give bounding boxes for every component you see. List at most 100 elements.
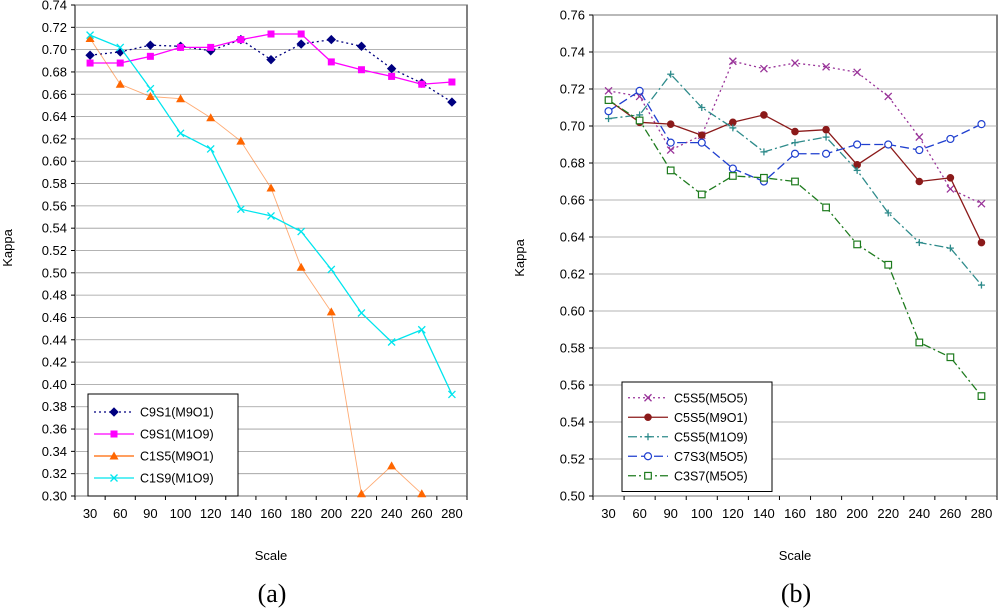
x-tick-label: 100 (691, 506, 713, 521)
data-point (666, 138, 675, 147)
x-tick-label: 160 (784, 506, 806, 521)
y-tick-label: 0.64 (42, 109, 67, 124)
x-tick-label: 30 (83, 506, 97, 521)
data-point (206, 113, 216, 122)
data-point (418, 80, 426, 88)
data-point (297, 227, 306, 236)
panel-caption: (b) (781, 579, 811, 608)
data-point (86, 59, 94, 67)
data-point (635, 116, 644, 125)
y-tick-label: 0.46 (42, 310, 67, 325)
y-tick-label: 0.30 (42, 489, 67, 504)
chart-panel-b: 0.50 0.52 0.54 0.56 0.58 0.60 0.62 0.64 0.66 0.68… (512, 8, 998, 608)
y-tick-label: 0.62 (42, 131, 67, 146)
y-tick-label: 0.66 (560, 193, 585, 208)
x-tick-label: 260 (940, 506, 962, 521)
data-point (327, 58, 335, 66)
data-point (417, 325, 426, 334)
legend: C9S1(M9O1) C9S1(M1O9) C1S5(M9O1) C1S9(M1O9) (87, 393, 239, 497)
y-tick-label: 0.64 (560, 230, 585, 245)
x-tick-label: 90 (143, 506, 157, 521)
data-point (790, 149, 800, 158)
data-point (296, 262, 306, 271)
y-tick-label: 0.48 (42, 288, 67, 303)
x-tick-label: 280 (971, 506, 993, 521)
data-point (853, 166, 861, 174)
data-point (977, 392, 986, 400)
data-point (666, 120, 675, 128)
legend-swatch-marker (109, 451, 119, 460)
data-point (946, 134, 955, 144)
data-point (176, 129, 185, 138)
data-point (946, 244, 954, 252)
x-tick-label: 140 (753, 506, 775, 521)
x-tick-label: 200 (320, 506, 342, 521)
data-point (266, 183, 276, 192)
x-tick-label: 140 (230, 506, 252, 521)
data-point (207, 43, 215, 51)
data-point (666, 166, 675, 175)
data-point (822, 203, 830, 212)
data-point (977, 238, 986, 247)
chart-panel-a: 0.30 0.32 0.34 0.36 0.38 0.40 0.42 0.44 0.46 0.48… (0, 0, 468, 608)
data-point (296, 39, 306, 49)
data-point (822, 125, 830, 134)
data-point (884, 260, 893, 269)
y-tick-label: 0.32 (42, 466, 67, 481)
data-point (760, 148, 768, 156)
x-tick-label: 100 (170, 506, 192, 521)
y-tick-label: 0.70 (42, 42, 67, 57)
legend-swatch-marker (109, 407, 119, 417)
y-tick-label: 0.56 (560, 378, 585, 393)
data-point (946, 174, 955, 182)
data-point (946, 184, 955, 193)
legend-label: C9S1(M1O9) (140, 428, 214, 442)
y-tick-label: 0.50 (42, 265, 67, 280)
y-tick-label: 0.72 (560, 82, 585, 97)
data-point (635, 86, 644, 95)
data-point (357, 309, 366, 317)
data-point (791, 177, 799, 186)
data-point (177, 43, 185, 51)
series-C7S3(M5O5) (604, 86, 986, 186)
y-tick-label: 0.54 (560, 415, 585, 430)
legend-label: C3S7(M5O5) (674, 469, 748, 483)
series-C1S5(M9O1) (85, 33, 427, 498)
data-point (604, 86, 613, 95)
data-point (357, 66, 365, 74)
y-axis-label: Kappa (0, 228, 15, 266)
data-point (386, 63, 397, 74)
data-point (356, 489, 366, 498)
data-point (728, 164, 737, 173)
x-tick-label: 240 (381, 506, 403, 521)
y-axis-label: Kappa (512, 238, 527, 276)
legend-swatch-marker (110, 474, 118, 482)
data-point (604, 107, 613, 116)
data-point (146, 52, 154, 60)
data-point (145, 40, 156, 50)
data-point (697, 138, 706, 147)
x-tick-label: 160 (260, 506, 282, 521)
data-point (116, 43, 125, 52)
legend-label: C1S9(M1O9) (140, 472, 214, 486)
x-tick-label: 220 (877, 506, 899, 521)
legend-label: C5S5(M9O1) (674, 411, 748, 425)
y-tick-label: 0.34 (42, 444, 67, 459)
legend-label: C7S3(M5O5) (674, 450, 748, 464)
data-point (821, 149, 831, 158)
data-point (791, 59, 799, 68)
y-tick-label: 0.62 (560, 267, 585, 282)
y-tick-label: 0.36 (42, 422, 67, 437)
data-point (759, 64, 768, 73)
data-point (667, 70, 675, 78)
data-point (915, 177, 924, 186)
data-point (267, 211, 275, 220)
y-tick-label: 0.56 (42, 198, 67, 213)
y-tick-label: 0.72 (42, 20, 67, 35)
data-point (915, 145, 924, 155)
legend-swatch-marker (644, 413, 652, 422)
data-point (853, 140, 862, 149)
data-point (605, 115, 613, 123)
data-point (176, 94, 186, 103)
